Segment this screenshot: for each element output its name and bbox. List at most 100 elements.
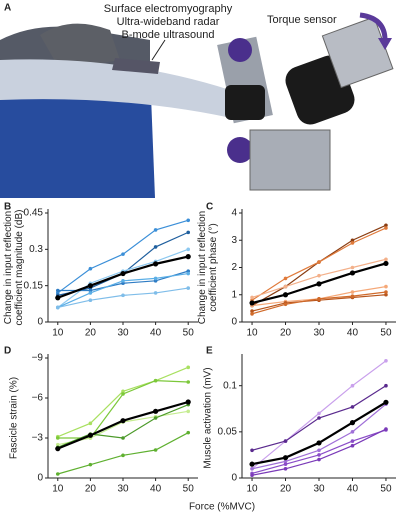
arm xyxy=(0,59,240,120)
x-tick-label: 10 xyxy=(246,328,258,339)
x-axis-label: Force (%MVC) xyxy=(189,502,255,513)
y-tick-label: 0 xyxy=(37,473,43,484)
data-point xyxy=(316,281,322,287)
data-point xyxy=(317,457,321,462)
headrest xyxy=(40,23,120,71)
y-tick-label: 2 xyxy=(231,262,237,273)
label: B-mode ultrasound xyxy=(122,29,215,41)
sensor xyxy=(112,58,160,74)
data-point xyxy=(317,273,321,278)
data-point xyxy=(121,293,125,298)
x-tick-label: 30 xyxy=(117,484,129,495)
data-point xyxy=(55,436,60,440)
data-point xyxy=(249,300,255,306)
x-tick-label: 30 xyxy=(313,328,325,339)
x-tick-label: 50 xyxy=(183,328,195,339)
data-point xyxy=(55,442,60,447)
y-tick-label: −6 xyxy=(32,393,44,404)
data-point xyxy=(88,266,93,271)
data-point xyxy=(383,260,389,267)
data-point xyxy=(55,305,60,310)
data-point xyxy=(87,432,93,438)
panel-letter: A xyxy=(4,3,11,14)
data-point xyxy=(384,292,388,297)
rotation-arrow xyxy=(359,12,388,41)
data-point xyxy=(121,279,125,283)
data-point xyxy=(250,448,254,453)
data-point xyxy=(55,288,60,293)
data-point xyxy=(350,238,355,243)
y-tick-label: 4 xyxy=(231,208,237,219)
data-point xyxy=(317,411,321,416)
data-point xyxy=(384,257,388,262)
data-point xyxy=(283,302,288,307)
data-point xyxy=(185,399,191,405)
data-point xyxy=(121,392,125,396)
data-point xyxy=(283,439,288,443)
data-point xyxy=(186,271,191,276)
x-tick-label: 40 xyxy=(347,484,359,495)
y-axis-label: coefficient magnitude (dB) xyxy=(14,210,25,326)
y-tick-label: −9 xyxy=(32,353,44,364)
data-point xyxy=(349,420,356,426)
data-point xyxy=(153,378,158,383)
illustration: A Surface electromyography Ultra-wideban… xyxy=(0,3,394,198)
data-point xyxy=(186,380,191,384)
x-tick-label: 50 xyxy=(183,484,195,495)
data-point xyxy=(88,298,93,303)
panel-letter: B xyxy=(4,202,11,213)
x-tick-label: 40 xyxy=(150,328,162,339)
y-tick-label: 0.15 xyxy=(24,280,44,291)
label: Surface electromyography xyxy=(104,3,233,15)
label: Ultra-wideband radar xyxy=(117,16,220,28)
data-point xyxy=(121,252,125,256)
data-point xyxy=(55,446,61,452)
data-point xyxy=(283,466,288,471)
y-tick-label: 0 xyxy=(231,317,237,328)
data-point xyxy=(384,358,388,363)
data-point xyxy=(186,430,191,435)
data-point xyxy=(250,473,254,478)
chair-seat xyxy=(0,70,155,198)
data-point xyxy=(121,436,125,440)
data-point xyxy=(153,408,159,414)
data-point xyxy=(250,295,254,300)
data-point xyxy=(282,292,289,298)
data-point xyxy=(153,261,159,267)
arrow-head xyxy=(378,38,392,50)
x-tick-label: 20 xyxy=(280,484,292,495)
y-tick-label: 0.1 xyxy=(223,380,237,391)
data-point xyxy=(185,254,191,260)
data-point xyxy=(153,416,158,420)
data-point xyxy=(186,286,191,290)
y-tick-label: 0 xyxy=(37,317,43,328)
data-point xyxy=(88,291,93,295)
data-point xyxy=(350,294,355,298)
data-point xyxy=(186,409,191,414)
x-tick-label: 40 xyxy=(150,484,162,495)
data-point xyxy=(350,439,355,443)
data-point xyxy=(88,421,93,426)
panel-letter: E xyxy=(206,346,213,357)
data-point xyxy=(350,443,355,448)
data-point xyxy=(350,265,355,270)
x-tick-label: 50 xyxy=(380,484,392,495)
data-point xyxy=(317,260,321,264)
data-point xyxy=(383,399,389,405)
data-point xyxy=(120,418,126,424)
data-point xyxy=(121,453,125,458)
joint xyxy=(227,137,253,163)
data-point xyxy=(350,383,355,388)
cuff xyxy=(225,85,265,120)
x-tick-label: 20 xyxy=(85,484,97,495)
data-point xyxy=(153,276,158,281)
y-tick-label: 1 xyxy=(231,289,237,300)
data-point xyxy=(120,270,126,277)
data-point xyxy=(249,461,255,467)
x-tick-label: 30 xyxy=(117,328,129,339)
data-point xyxy=(250,312,254,316)
y-axis-label: Change in input reflection xyxy=(197,211,208,324)
series-line xyxy=(57,380,189,439)
